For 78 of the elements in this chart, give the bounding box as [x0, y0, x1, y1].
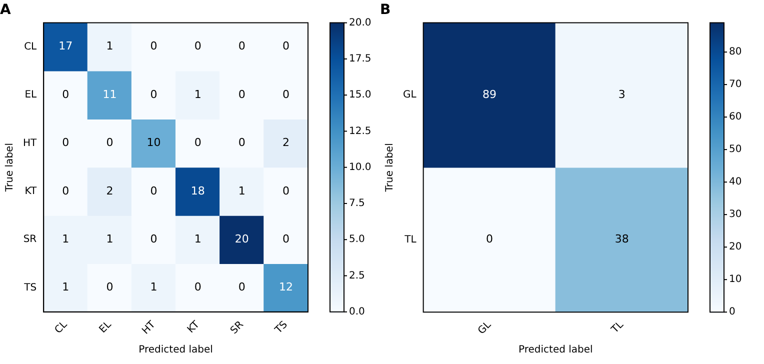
- data-label: 1: [194, 232, 202, 246]
- data-label: 1: [150, 280, 158, 294]
- color-bar-label: 10.0: [349, 162, 372, 173]
- data-label: 0: [150, 88, 158, 101]
- data-label: 38: [614, 232, 629, 246]
- color-bar-label: 0.0: [349, 306, 365, 318]
- data-label: 1: [62, 280, 70, 294]
- chart-title: A: [0, 2, 11, 18]
- x-tick-label: SR: [228, 319, 246, 336]
- y-tick-label: KT: [24, 186, 38, 198]
- data-label: 0: [106, 280, 114, 294]
- x-axis-title: Predicted label: [138, 344, 213, 356]
- data-label: 0: [282, 40, 290, 53]
- data-label: 20: [234, 232, 249, 246]
- data-label: 0: [150, 40, 158, 53]
- data-label: 0: [194, 40, 202, 53]
- data-label: 0: [282, 88, 290, 101]
- data-label: 0: [150, 184, 158, 198]
- data-label: 0: [238, 136, 246, 150]
- data-label: 1: [106, 40, 114, 53]
- y-tick-label: HT: [22, 138, 38, 149]
- data-label: 1: [62, 232, 70, 246]
- color-bar-label: 80: [729, 46, 742, 58]
- data-label: 10: [146, 136, 161, 150]
- y-tick-label: CL: [24, 41, 38, 52]
- color-bar-label: 30: [729, 209, 742, 220]
- data-label: 1: [238, 184, 246, 198]
- data-label: 89: [482, 88, 496, 101]
- data-label: 0: [194, 280, 202, 294]
- x-tick-label: TS: [272, 319, 290, 337]
- color-bar-label: 20: [729, 242, 742, 253]
- y-axis-title: True label: [384, 143, 396, 193]
- color-bar-label: 7.5: [349, 198, 365, 210]
- color-bar-label: 10: [729, 274, 742, 286]
- x-tick-label: GL: [476, 319, 494, 337]
- color-bar-label: 0: [729, 306, 736, 318]
- y-axis-title: True label: [4, 143, 16, 193]
- data-label: 18: [190, 184, 205, 198]
- data-label: 3: [618, 88, 626, 101]
- data-label: 1: [106, 232, 114, 246]
- data-label: 0: [282, 232, 290, 246]
- y-tick-label: TS: [23, 282, 37, 294]
- data-label: 0: [62, 88, 70, 101]
- data-label: 0: [282, 184, 290, 198]
- color-bar-label: 50: [729, 144, 742, 156]
- color-bar-label: 20.0: [349, 17, 372, 28]
- data-label: 0: [62, 136, 70, 150]
- y-tick-label: SR: [23, 234, 37, 246]
- color-bar-label: 17.5: [349, 54, 372, 65]
- color-bar-label: 2.5: [349, 270, 365, 282]
- color-bar-label: 60: [729, 112, 742, 123]
- color-bar-label: 5.0: [349, 234, 365, 246]
- data-label: 11: [102, 88, 117, 101]
- color-bar-label: 40: [729, 176, 742, 188]
- data-label: 2: [106, 184, 114, 198]
- x-tick-label: EL: [97, 318, 114, 336]
- y-tick-label: EL: [24, 90, 38, 101]
- data-label: 17: [58, 40, 73, 53]
- data-label: 1: [194, 88, 202, 101]
- data-label: 0: [238, 88, 246, 101]
- data-label: 0: [238, 40, 246, 53]
- data-label: 0: [194, 136, 202, 150]
- color-bar-label: 15.0: [349, 90, 372, 101]
- data-label: 0: [486, 232, 493, 246]
- x-tick-label: KT: [186, 318, 202, 336]
- x-tick-label: HT: [140, 318, 158, 337]
- data-label: 12: [278, 280, 293, 294]
- data-label: 0: [150, 232, 158, 246]
- data-label: 0: [106, 136, 114, 150]
- x-axis-title: Predicted label: [518, 344, 593, 356]
- data-label: 0: [238, 280, 246, 294]
- data-label: 0: [62, 184, 70, 198]
- color-bar-label: 70: [729, 79, 742, 90]
- data-label: 2: [282, 136, 290, 150]
- x-tick-label: TL: [609, 319, 626, 336]
- color-bar-label: 12.5: [349, 126, 372, 137]
- chart-title: B: [380, 2, 391, 18]
- x-tick-label: CL: [52, 319, 70, 336]
